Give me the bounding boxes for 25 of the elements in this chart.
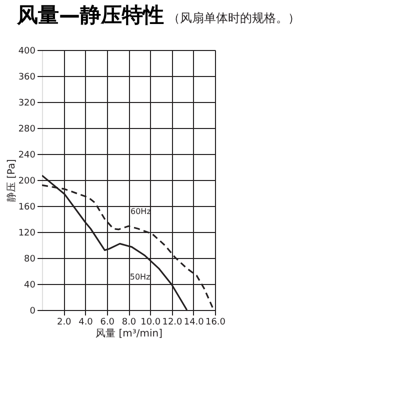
x-tick-label: 14.0 bbox=[184, 318, 204, 328]
x-tick-label: 10.0 bbox=[140, 318, 161, 328]
series-label: 60Hz bbox=[130, 207, 151, 216]
chart-title: 风量—静压特性 bbox=[16, 3, 164, 27]
y-tick-label: 200 bbox=[18, 176, 36, 186]
y-axis-title: 静压 [Pa] bbox=[5, 159, 18, 202]
y-tick-label: 400 bbox=[18, 46, 36, 56]
y-tick-label: 80 bbox=[24, 254, 36, 264]
y-tick-label: 120 bbox=[18, 228, 36, 238]
x-tick-label: 6.0 bbox=[100, 318, 115, 328]
chart-subtitle: （风扇单体时的规格。） bbox=[168, 11, 300, 25]
x-tick-label: 4.0 bbox=[78, 318, 94, 328]
series-label: 50Hz bbox=[130, 272, 150, 282]
y-tick-label: 360 bbox=[18, 72, 36, 82]
y-tick-label: 40 bbox=[24, 280, 36, 290]
y-tick-label: 320 bbox=[18, 98, 36, 108]
y-tick-label: 0 bbox=[30, 306, 36, 316]
y-tick-label: 240 bbox=[18, 150, 36, 160]
y-tick-label: 160 bbox=[18, 202, 36, 212]
x-tick-label: 8.0 bbox=[122, 318, 136, 328]
x-tick-label: 2.0 bbox=[56, 318, 72, 328]
y-tick-label: 280 bbox=[18, 124, 36, 134]
x-tick-label: 12.0 bbox=[162, 318, 183, 328]
x-axis-title: 风量 [m³/min] bbox=[96, 328, 163, 340]
x-tick-label: 16.0 bbox=[205, 318, 226, 328]
